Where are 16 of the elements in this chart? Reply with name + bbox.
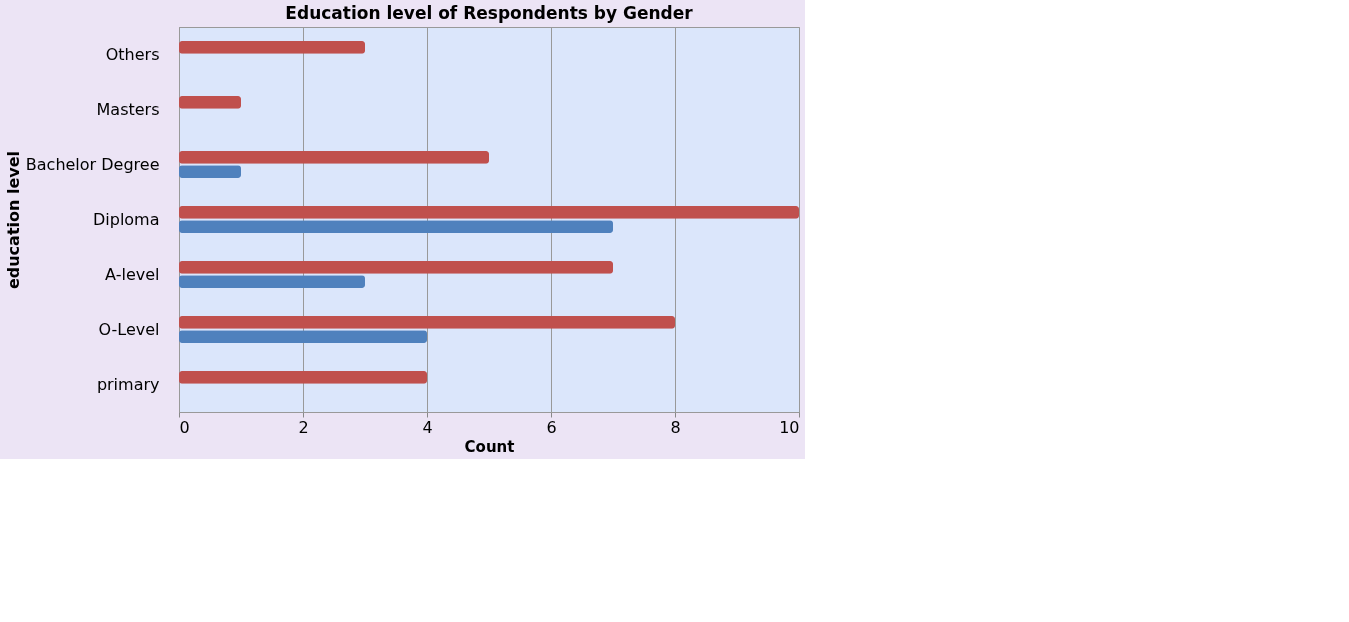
x-tick-label: 0 (179, 417, 190, 437)
x-axis-title: Count (464, 437, 515, 456)
x-tick-label: 2 (298, 417, 309, 437)
x-tick-label: 6 (546, 417, 557, 437)
y-tick-label: Others (105, 44, 160, 64)
x-tick-label: 4 (422, 417, 433, 437)
chart-title: Education level of Respondents by Gender (285, 3, 694, 23)
y-tick-label: primary (96, 374, 160, 394)
x-tick-label: 8 (670, 417, 681, 437)
y-tick-label: A-level (105, 264, 160, 284)
y-tick-label: Diploma (92, 209, 160, 229)
y-tick-label: Bachelor Degree (25, 154, 160, 174)
y-tick-label: O-Level (98, 319, 160, 339)
x-tick-label: 10 (779, 417, 800, 437)
y-axis-title: education level (3, 150, 23, 290)
y-tick-label: Masters (96, 99, 160, 119)
